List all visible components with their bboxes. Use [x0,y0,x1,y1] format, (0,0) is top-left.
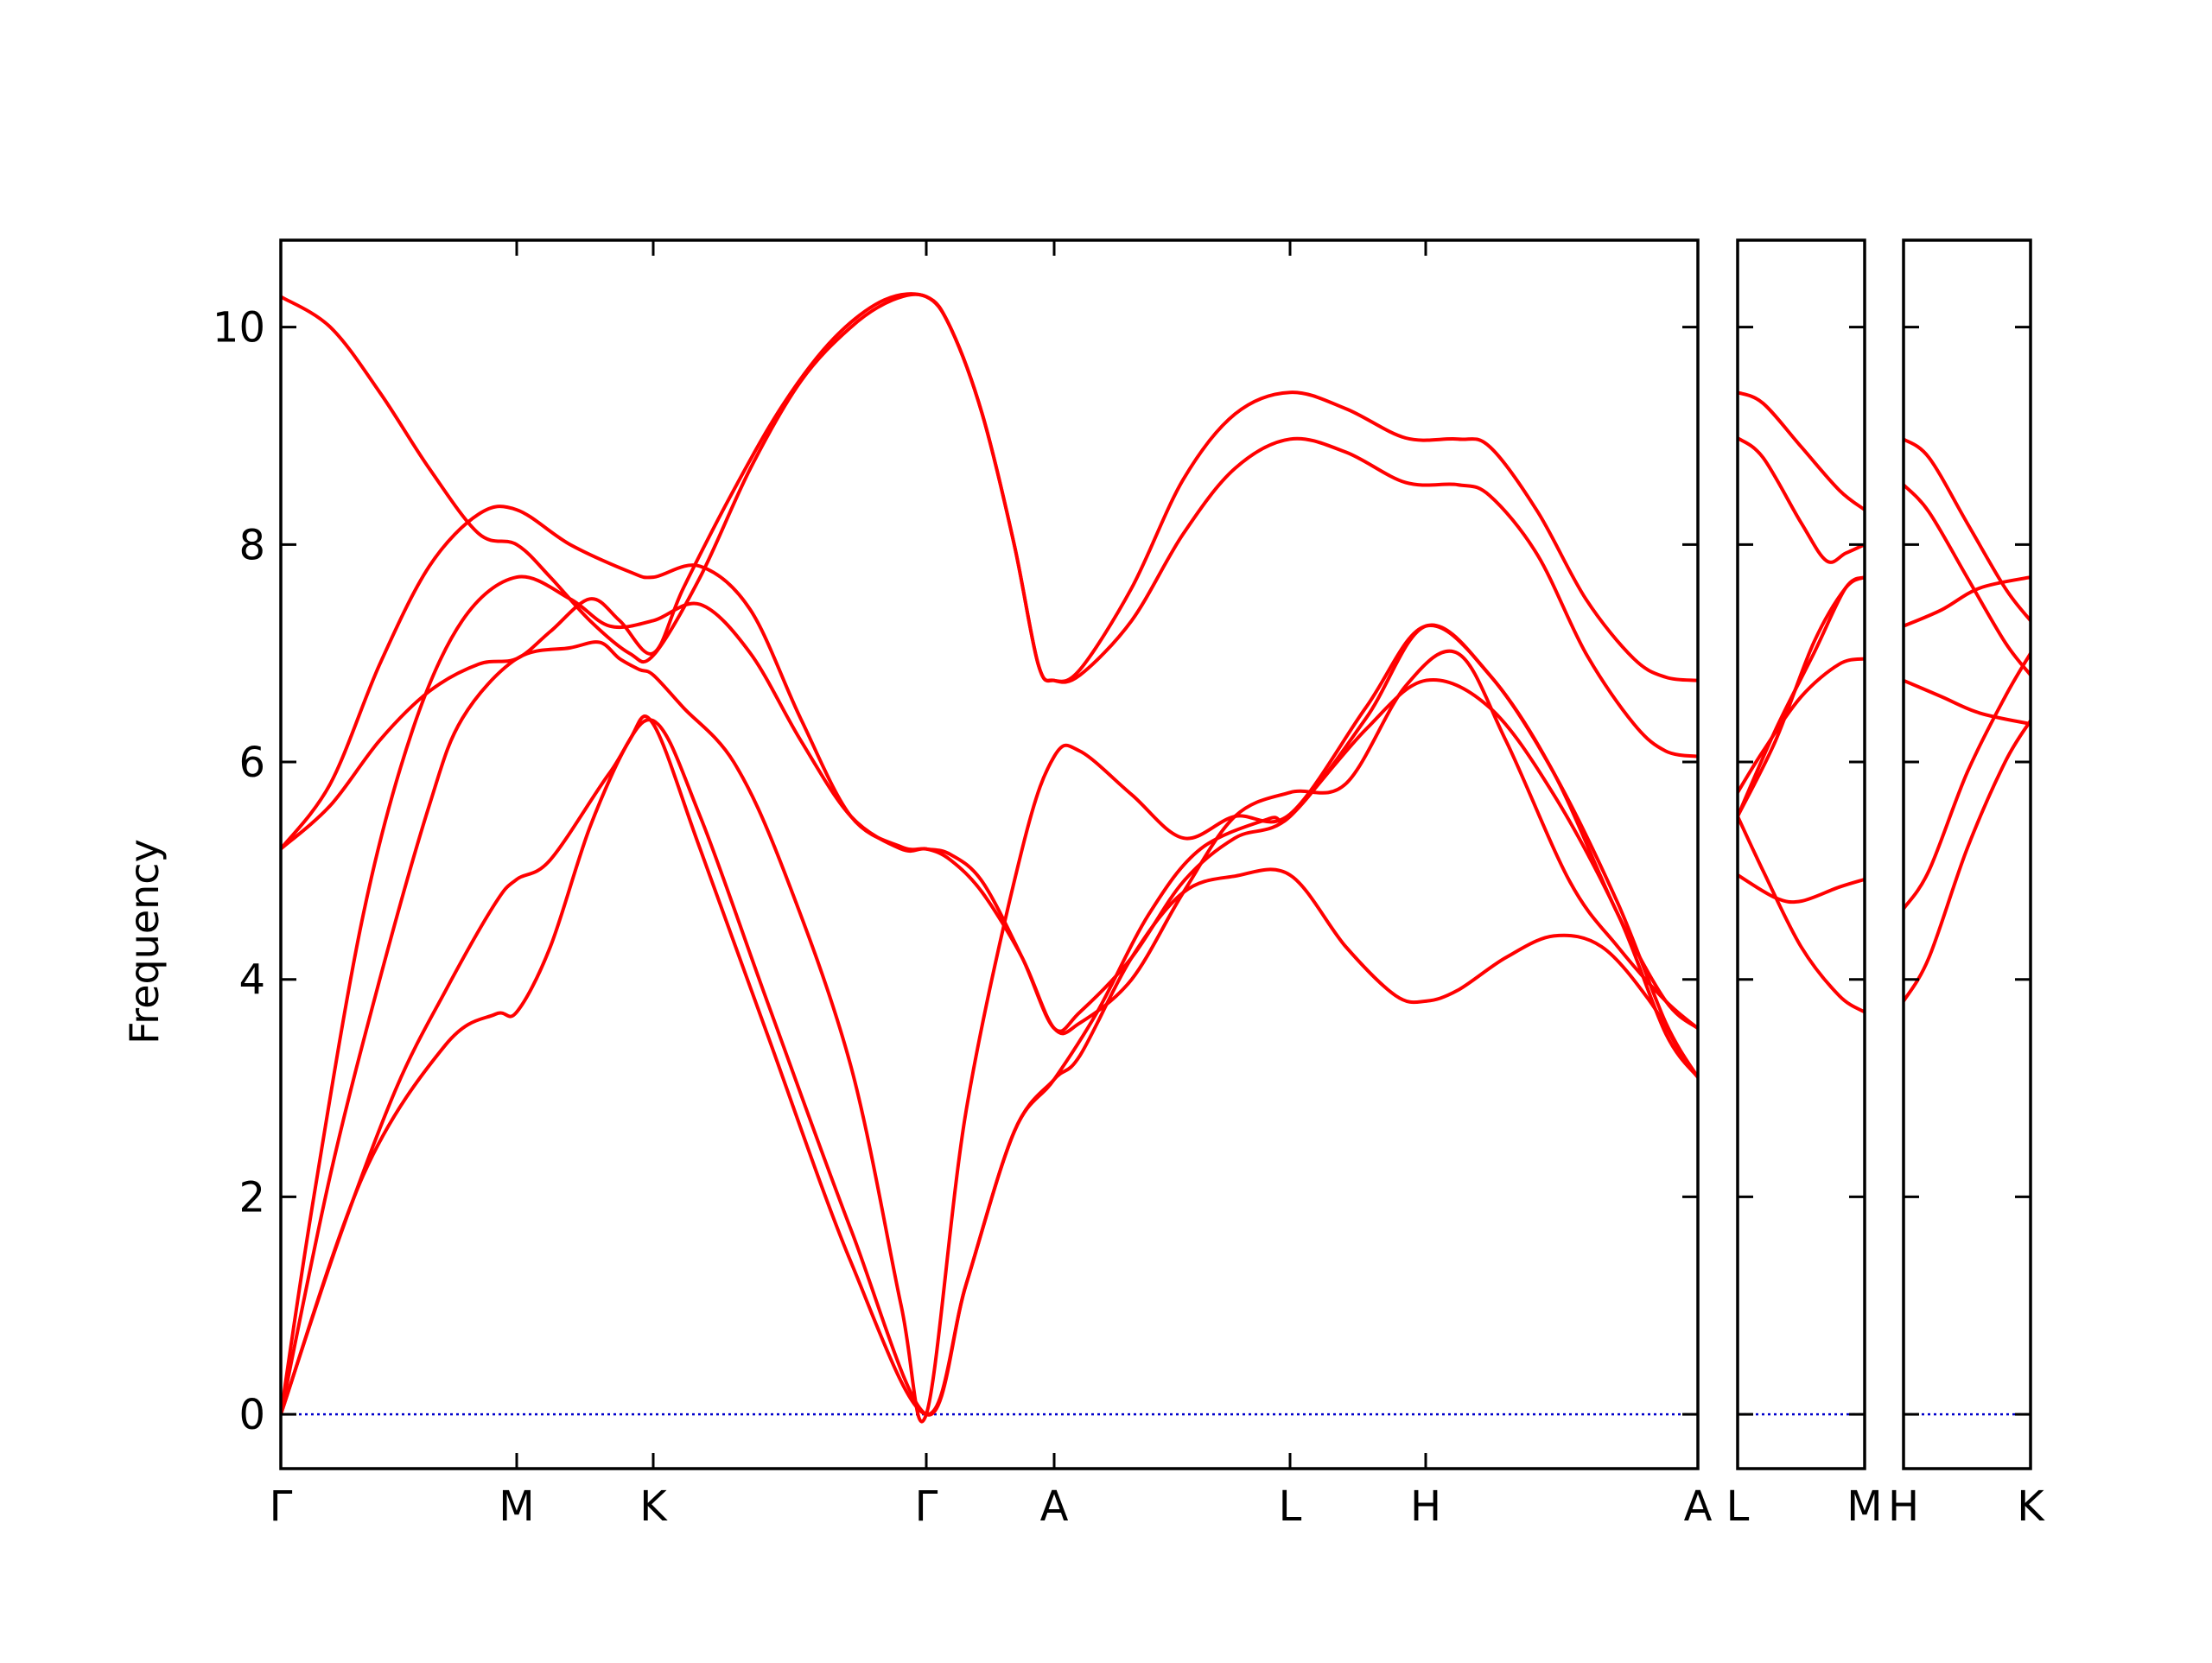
chart-panel-1: 0 2 4 6 8 10 Γ M K Γ A L H A [213,238,1713,1531]
band-7 [281,292,1698,683]
band-5 [1904,651,2031,911]
plot-frame [1902,238,2032,1470]
band-1 [1904,437,2031,623]
x-tick-label: L [1726,1482,1750,1531]
band-4 [281,574,1698,1417]
band-5 [1738,575,1865,818]
band-5 [281,292,1698,851]
band-curves [1904,437,2031,1003]
x-tick-label: H [1888,1482,1919,1531]
band-3 [281,623,1698,1424]
band-curves [281,292,1698,1424]
band-curves [1738,390,1865,1014]
band-6 [281,505,1698,1079]
x-tick-label: A [1040,1482,1069,1531]
x-tick-label: K [639,1482,668,1531]
x-tick-label: A [1684,1482,1713,1531]
plot-frame [1736,238,1866,1470]
band-7 [1738,815,1865,1014]
plot-frame [279,238,1700,1470]
x-tick-label: L [1279,1482,1302,1531]
band-2 [281,677,1698,1417]
band-6 [1904,719,2031,1003]
x-tick-label: K [2017,1482,2045,1531]
band-4 [1738,657,1865,795]
y-tick-label: 6 [238,739,265,787]
y-tick-label: 8 [238,521,265,569]
x-tick-label: M [1847,1482,1882,1531]
y-tick-label: 0 [238,1391,265,1439]
band-2 [1738,436,1865,564]
y-axis-title: Frequency [121,839,168,1044]
x-tick-label: Γ [270,1482,293,1531]
band-3 [1904,575,2031,628]
x-tick-label: M [499,1482,534,1531]
band-2 [1904,483,2031,677]
y-tick-label: 4 [238,956,265,1005]
band-4 [1904,678,2031,726]
x-tick-label: H [1410,1482,1441,1531]
band-1 [281,714,1698,1417]
y-tick-label: 2 [238,1173,265,1222]
x-tick-label: Γ [915,1482,938,1531]
y-tick-label: 10 [213,304,265,352]
band-1 [1738,390,1865,512]
band-6 [1738,873,1865,904]
